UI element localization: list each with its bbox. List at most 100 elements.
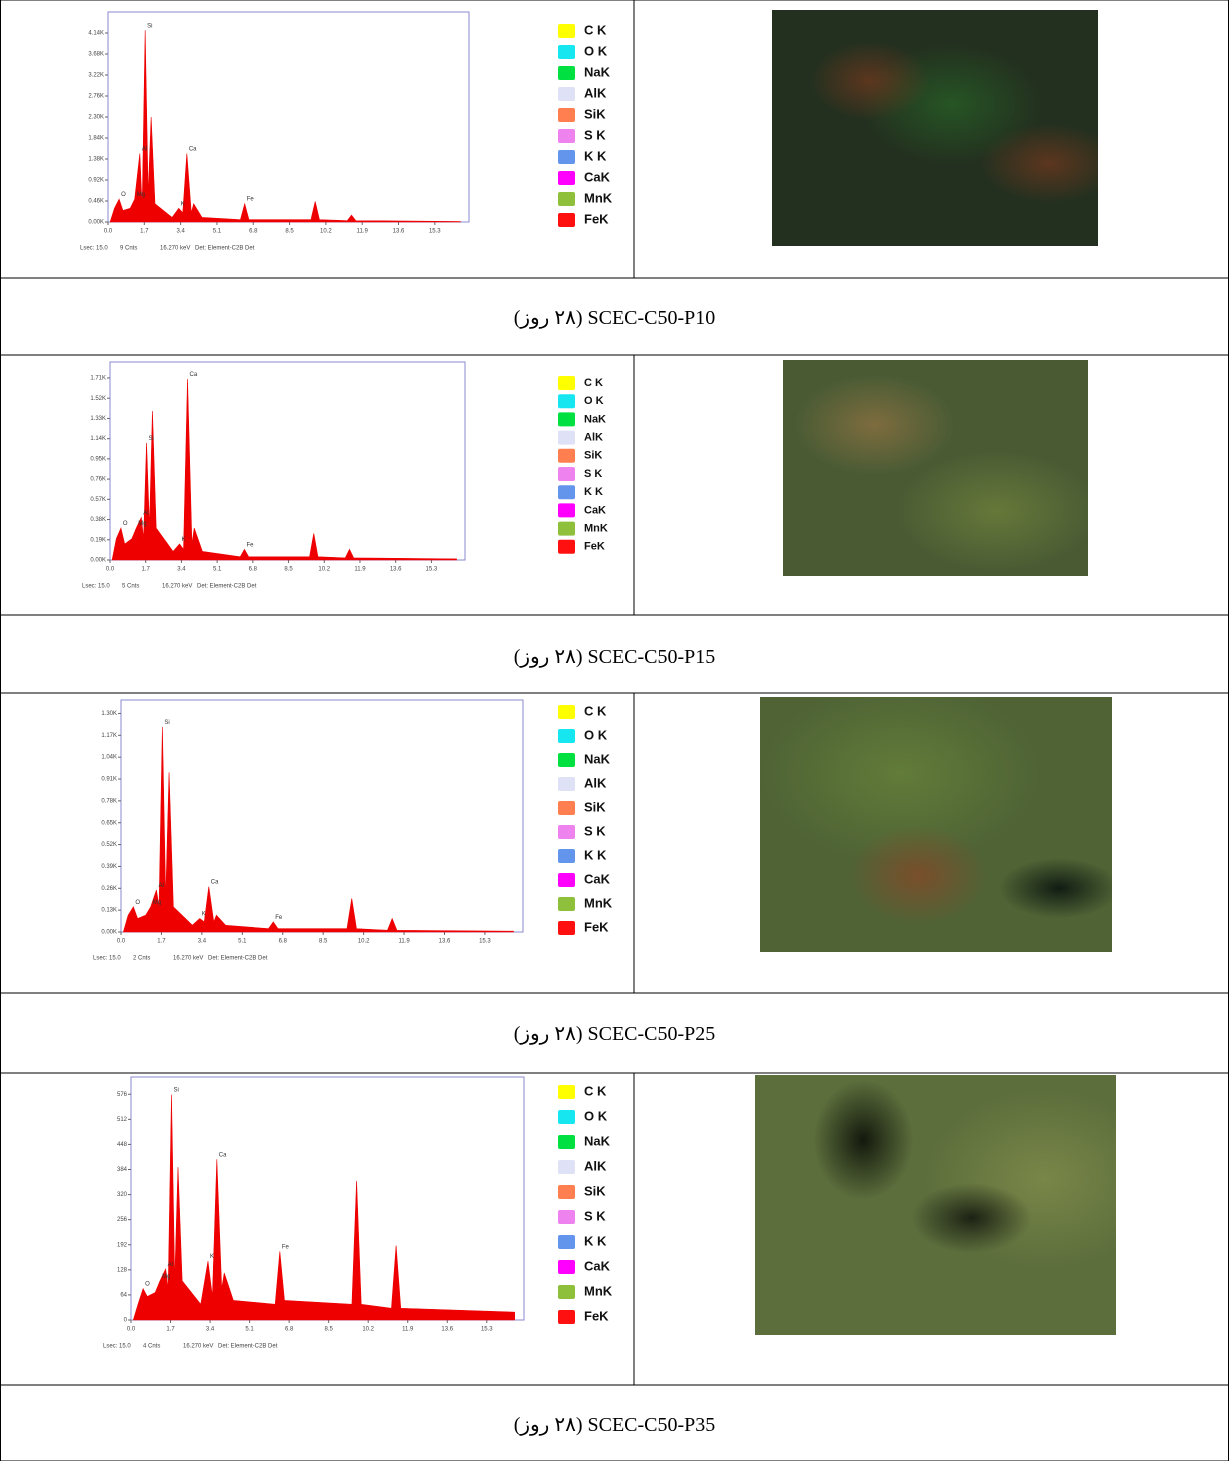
x-tick-label: 10.2: [358, 939, 370, 945]
peak-label: O: [121, 192, 126, 198]
x-tick-label: 0.0: [104, 229, 113, 235]
x-tick-label: 13.6: [439, 939, 451, 945]
y-tick-label: 3.22K: [88, 73, 104, 79]
y-tick-label: 1.84K: [88, 136, 104, 142]
legend-swatch: [558, 150, 575, 164]
legend-label: FeK: [584, 211, 609, 226]
legend-swatch: [558, 1160, 575, 1174]
legend-label: MnK: [584, 1283, 613, 1298]
x-tick-label: 3.4: [206, 1327, 215, 1333]
legend-label: K K: [584, 486, 603, 498]
y-tick-label: 1.30K: [101, 711, 117, 717]
y-tick-label: 0.00K: [90, 558, 106, 564]
plot-frame: [110, 362, 465, 560]
legend-label: FeK: [584, 1308, 609, 1323]
peak-label: O: [123, 521, 128, 527]
spectrum-footer: 2 Cnts: [133, 956, 150, 962]
x-tick-label: 13.6: [390, 567, 402, 573]
y-tick-label: 2.30K: [88, 115, 104, 121]
x-tick-label: 5.1: [213, 229, 222, 235]
y-tick-label: 512: [117, 1117, 128, 1123]
legend-swatch: [558, 1285, 575, 1299]
legend-swatch: [558, 394, 575, 408]
spectrum-footer: Det: Element-C2B Det: [208, 956, 268, 962]
legend-swatch: [558, 1235, 575, 1249]
legend-label: AlK: [584, 1158, 607, 1173]
legend-swatch: [558, 485, 575, 499]
legend-label: AlK: [584, 85, 607, 100]
spectrum-footer: Lsec: 15.0: [103, 1344, 131, 1350]
legend-swatch: [558, 503, 575, 517]
legend-label: S K: [584, 1208, 606, 1223]
y-tick-label: 0.52K: [101, 842, 117, 848]
peak-label: Si: [149, 436, 154, 442]
element-map: [760, 697, 1112, 952]
legend-swatch: [558, 522, 575, 536]
legend-label: S K: [584, 823, 606, 838]
y-tick-label: 576: [117, 1092, 128, 1098]
element-map: [772, 10, 1098, 246]
legend-label: NaK: [584, 1133, 611, 1148]
x-tick-label: 11.9: [354, 567, 366, 573]
legend-label: S K: [584, 127, 606, 142]
x-tick-label: 8.5: [324, 1327, 333, 1333]
legend-label: AlK: [584, 432, 603, 444]
legend-label: SiK: [584, 106, 606, 121]
legend-label: C K: [584, 703, 607, 718]
legend-swatch: [558, 192, 575, 206]
legend-swatch: [558, 1210, 575, 1224]
legend-label: O K: [584, 1108, 608, 1123]
legend-swatch: [558, 777, 575, 791]
x-tick-label: 0.0: [117, 939, 126, 945]
spectrum-footer: 5 Cnts: [122, 584, 139, 590]
y-tick-label: 0.65K: [101, 820, 117, 826]
y-tick-label: 0.38K: [90, 517, 106, 523]
y-tick-label: 1.14K: [90, 436, 106, 442]
peak-label: Si: [147, 23, 152, 29]
y-tick-label: 0.00K: [88, 220, 104, 226]
x-tick-label: 1.7: [142, 567, 151, 573]
legend-label: O K: [584, 43, 608, 58]
x-tick-label: 6.8: [249, 567, 258, 573]
legend-swatch: [558, 1135, 575, 1149]
legend-label: FeK: [584, 919, 609, 934]
peak-label: K: [202, 912, 206, 918]
y-tick-label: 0: [124, 1318, 128, 1324]
x-tick-label: 11.9: [357, 229, 369, 235]
spectrum-footer: Lsec: 15.0: [80, 246, 108, 252]
x-tick-label: 8.5: [284, 567, 293, 573]
x-tick-label: 1.7: [157, 939, 166, 945]
legend-label: K K: [584, 1233, 607, 1248]
legend-label: CaK: [584, 871, 611, 886]
caption: SCEC-C50-P15 (۲۸ روز): [0, 644, 1229, 669]
legend-swatch: [558, 849, 575, 863]
y-tick-label: 0.57K: [90, 497, 106, 503]
legend-label: FeK: [584, 541, 605, 553]
legend-swatch: [558, 129, 575, 143]
peak-label: O: [145, 1282, 150, 1288]
spectrum-footer: 16.270 keV: [183, 1344, 213, 1350]
spectrum-footer: 16.270 keV: [160, 246, 190, 252]
legend-swatch: [558, 897, 575, 911]
legend-swatch: [558, 1185, 575, 1199]
spectrum-footer: Det: Element-C2B Det: [195, 246, 255, 252]
spectrum-footer: Lsec: 15.0: [82, 584, 110, 590]
peak-label: Ca: [190, 372, 198, 378]
legend-label: CaK: [584, 504, 606, 516]
legend-swatch: [558, 412, 575, 426]
y-tick-label: 0.76K: [90, 477, 106, 483]
y-tick-label: 1.38K: [88, 157, 104, 163]
peak-label: Ca: [189, 147, 197, 153]
peak-label: Mg: [138, 521, 146, 527]
peak-label: Fe: [275, 915, 283, 921]
legend-swatch: [558, 540, 575, 554]
y-tick-label: 320: [117, 1192, 128, 1198]
spectrum-footer: Lsec: 15.0: [93, 956, 121, 962]
legend-label: CaK: [584, 169, 611, 184]
element-map: [755, 1075, 1116, 1335]
y-tick-label: 1.17K: [101, 733, 117, 739]
peak-label: Fe: [246, 542, 254, 548]
y-tick-label: 64: [120, 1292, 127, 1298]
legend-label: C K: [584, 1083, 607, 1098]
legend-swatch: [558, 1260, 575, 1274]
